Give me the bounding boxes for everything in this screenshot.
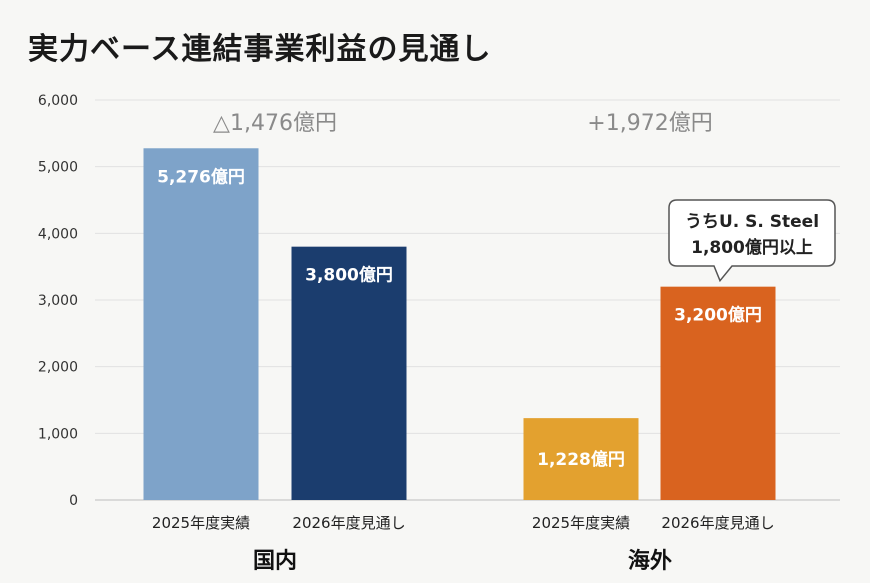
difference-label: +1,972億円: [587, 111, 712, 136]
callout-text: うちU. S. Steel: [685, 212, 819, 232]
data-label: 3,800億円: [305, 265, 393, 286]
bar: [523, 418, 639, 500]
y-tick-label: 5,000: [38, 160, 78, 176]
bar: [143, 148, 259, 500]
group-label: 海外: [628, 548, 672, 574]
group-label: 国内: [253, 549, 297, 574]
callout-text: 1,800億円以上: [691, 237, 813, 258]
difference-label: △1,476億円: [213, 111, 337, 136]
x-tick-label: 2026年度見通し: [661, 514, 774, 532]
x-tick-label: 2025年度実績: [152, 514, 250, 532]
callout-bubble: [668, 199, 836, 283]
y-tick-label: 4,000: [38, 226, 78, 242]
y-tick-label: 0: [69, 493, 78, 509]
bar: [660, 286, 776, 500]
bar: [291, 246, 407, 500]
y-tick-label: 6,000: [38, 93, 78, 109]
chart-title: 実力ベース連結事業利益の見通し: [28, 32, 492, 67]
data-label: 5,276億円: [157, 166, 245, 187]
data-label: 1,228億円: [537, 449, 625, 470]
y-tick-label: 1,000: [38, 426, 78, 442]
x-tick-label: 2026年度見通し: [292, 514, 405, 532]
data-label: 3,200億円: [674, 305, 762, 326]
y-tick-label: 2,000: [38, 360, 78, 376]
y-tick-label: 3,000: [38, 293, 78, 309]
x-tick-label: 2025年度実績: [532, 514, 630, 532]
